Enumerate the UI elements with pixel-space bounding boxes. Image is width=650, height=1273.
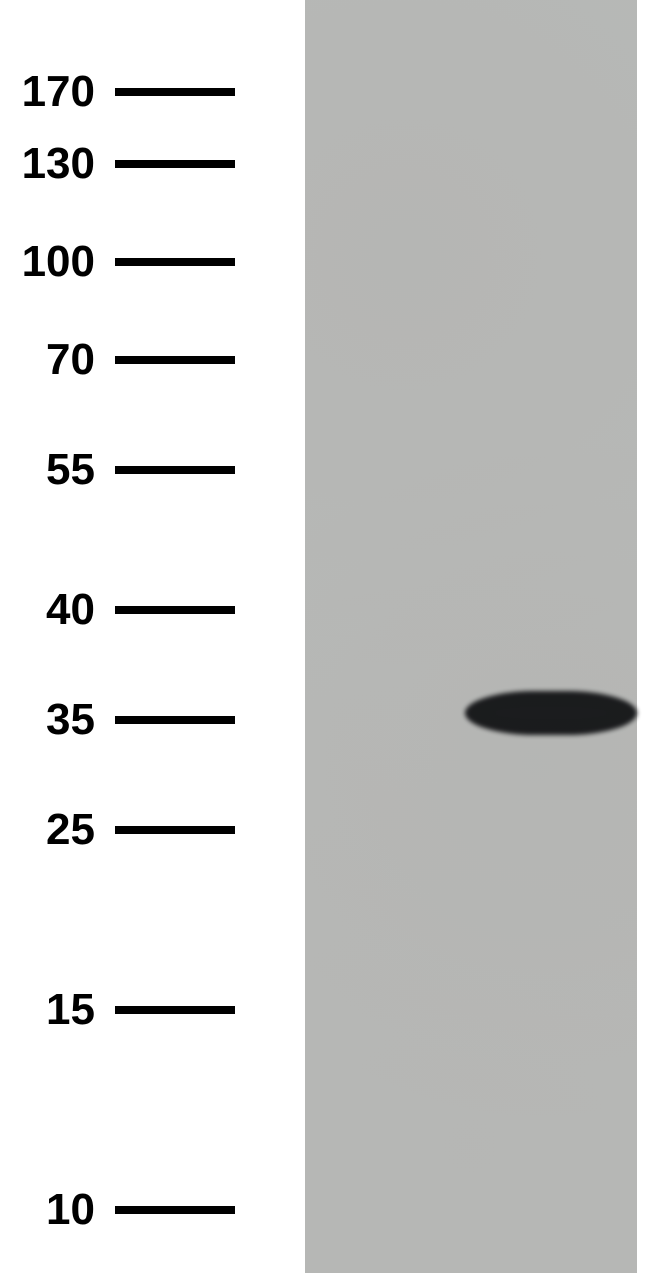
blot-membrane bbox=[305, 0, 637, 1273]
mw-marker-label: 100 bbox=[0, 240, 115, 284]
mw-marker-label: 25 bbox=[0, 808, 115, 852]
lane-1-control bbox=[325, 0, 475, 1273]
mw-marker-label: 10 bbox=[0, 1188, 115, 1232]
mw-marker-label: 70 bbox=[0, 338, 115, 382]
mw-marker-tick bbox=[115, 606, 235, 614]
mw-marker-tick bbox=[115, 716, 235, 724]
lane-2-sample bbox=[475, 0, 635, 1273]
mw-marker-tick bbox=[115, 1006, 235, 1014]
mw-marker-tick bbox=[115, 160, 235, 168]
mw-marker-label: 15 bbox=[0, 988, 115, 1032]
mw-marker-label: 130 bbox=[0, 142, 115, 186]
band-35 bbox=[465, 691, 637, 735]
mw-ladder: 170 130 100 70 55 40 35 25 15 10 bbox=[0, 0, 300, 1273]
western-blot-figure: 170 130 100 70 55 40 35 25 15 10 bbox=[0, 0, 650, 1273]
mw-marker-tick bbox=[115, 1206, 235, 1214]
mw-marker-tick bbox=[115, 826, 235, 834]
mw-marker-label: 170 bbox=[0, 70, 115, 114]
mw-marker-tick bbox=[115, 88, 235, 96]
mw-marker-label: 35 bbox=[0, 698, 115, 742]
mw-marker-tick bbox=[115, 356, 235, 364]
mw-marker-label: 55 bbox=[0, 448, 115, 492]
mw-marker-tick bbox=[115, 466, 235, 474]
mw-marker-label: 40 bbox=[0, 588, 115, 632]
mw-marker-tick bbox=[115, 258, 235, 266]
